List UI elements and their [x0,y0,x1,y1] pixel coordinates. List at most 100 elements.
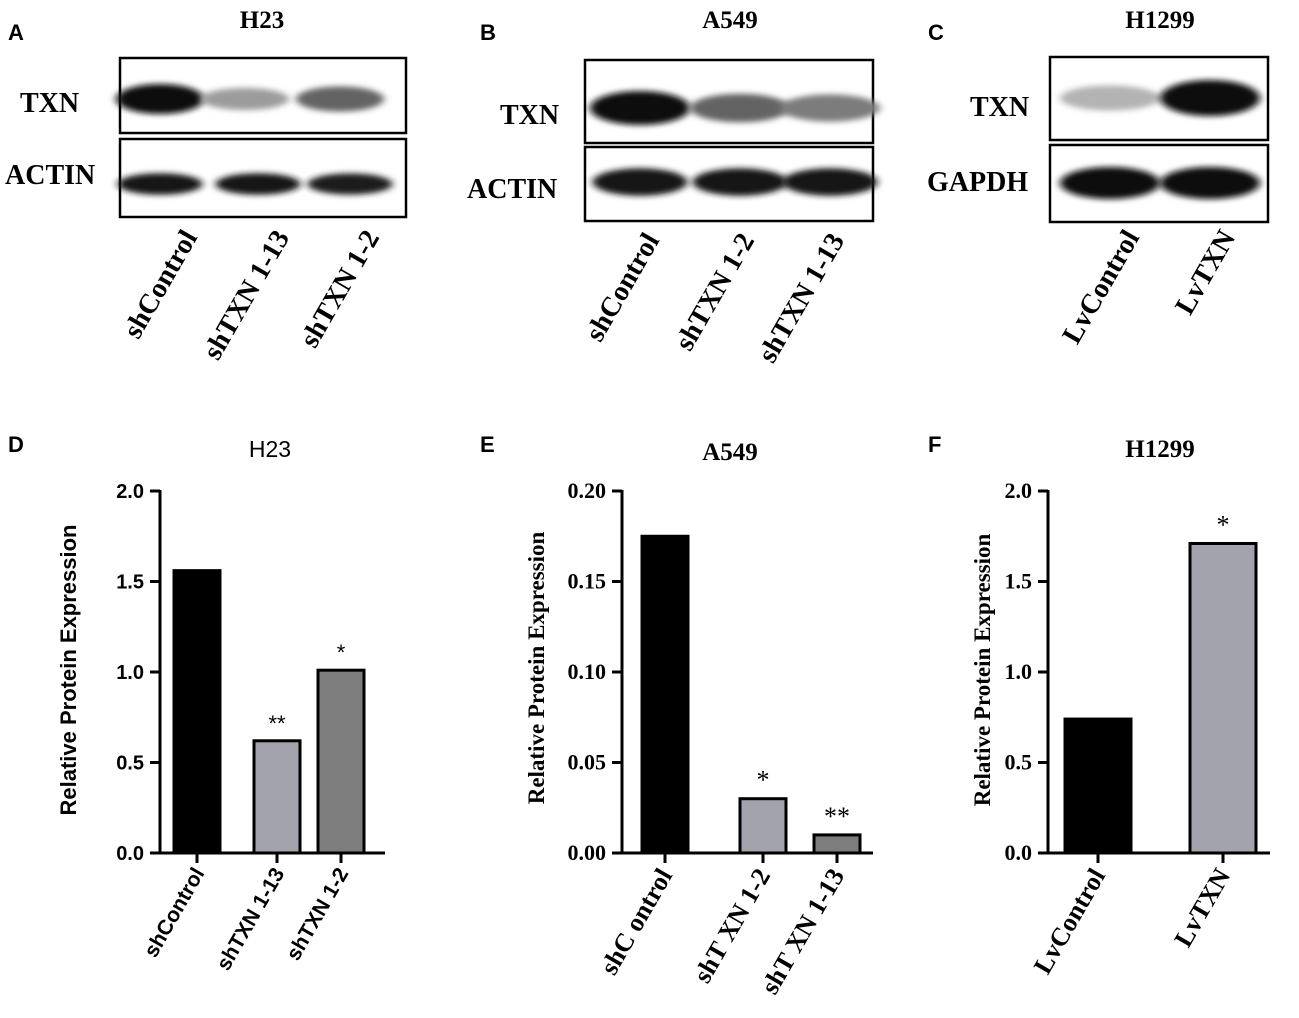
panel-letter-f: F [928,432,941,457]
blot-c-row-2: GAPDH [927,143,1270,224]
blot-title-a: H23 [240,7,284,34]
blot-a-row-1: TXN [20,56,408,135]
panel-letter-c: C [928,20,944,45]
panel-letter-e: E [480,432,495,457]
blot-a-row-2: ACTIN [5,137,408,219]
blot-c-row-1-bands [1060,80,1260,116]
category-label-e-1: shT XN 1-2 [688,864,776,988]
blot-b-lane-1: shControl [580,228,667,347]
y-tick-label-f-4: 2.0 [1005,478,1033,503]
panel-letter-a: A [8,20,24,45]
band-0-0-2 [296,86,384,112]
band-1-0-0 [590,91,690,125]
band-1-0-2 [780,94,880,122]
y-axis-label-f: Relative Protein Expression [970,534,995,807]
bar-chart-f: LvControl * LvTXN 0.0 0.5 1.0 1.5 2.0 [1005,478,1270,979]
panel-letter-b: B [480,20,496,45]
blot-b-row-1-bands [590,91,880,125]
panel-e: E A549 Relative Protein Expression shC o… [480,432,873,999]
blot-a-lane-2: shTXN 1-13 [197,225,296,365]
panel-a: A H23 TXN ACTIN shControl shTXN 1-13 shT… [5,7,408,365]
y-axis-label-d: Relative Protein Expression [56,525,81,816]
blot-b-row-2-bands [592,168,878,196]
blot-a-row-2-bands [117,173,393,195]
category-label-f-1: LvTXN [1168,863,1236,952]
y-axis-label-e: Relative Protein Expression [524,532,549,805]
bar-chart-e: shC ontrol*shT XN 1-2**shT XN 1-130.000.… [568,478,873,999]
band-1-0-1 [690,93,790,123]
bar-f-0 [1063,717,1133,855]
blot-a-row-1-label: TXN [20,88,79,119]
bar-f-1 [1188,541,1258,855]
significance-e-1: * [757,766,770,795]
blot-c-row-2-bands [1060,167,1260,199]
blot-b-lane-2: shTXN 1-2 [669,228,761,356]
panel-b: B A549 TXN ACTIN shControl shTXN 1-2 shT… [467,7,880,368]
bar-d-1 [252,739,302,855]
band-2-0-0 [1060,85,1160,111]
band-2-0-1 [1160,80,1260,116]
y-tick-label-e-4: 0.20 [568,478,607,503]
y-tick-label-f-2: 1.0 [1005,659,1033,684]
significance-d-1: ** [268,711,286,736]
panel-f: F H1299 Relative Protein Expression LvCo… [928,432,1270,979]
category-label-e-0: shC ontrol [594,864,678,980]
band-0-1-2 [307,173,393,195]
y-tick-label-d-2: 1.0 [116,662,144,684]
band-2-1-1 [1160,167,1260,199]
y-tick-label-f-3: 1.5 [1005,569,1033,594]
category-label-f-0: LvControl [1028,864,1111,979]
y-tick-label-d-1: 0.5 [116,753,144,775]
panel-letter-d: D [8,432,24,457]
band-0-0-0 [116,84,204,114]
bar-e-0 [640,534,690,855]
blot-a-row-1-bands [116,84,384,114]
blot-title-b: A549 [702,7,758,34]
y-tick-label-d-3: 1.5 [116,572,144,594]
significance-f-1: * [1217,510,1230,539]
blot-a-lane-3: shTXN 1-2 [294,225,386,353]
blot-a-row-2-label: ACTIN [5,160,95,191]
bar-chart-d: shControl ** shTXN 1-13 * shTXN 1-2 0.0 0.5 1.0… [116,481,385,975]
chart-title-e: A549 [702,439,758,466]
chart-title-f: H1299 [1125,436,1194,463]
band-0-1-1 [215,173,301,195]
blot-b-row-1-label: TXN [500,100,559,131]
band-1-1-1 [692,168,788,196]
blot-b-row-1: TXN [500,58,880,145]
significance-e-2: ** [824,802,850,831]
chart-title-d: H23 [249,436,291,462]
y-tick-label-e-0: 0.00 [568,840,607,865]
blot-a-lane-1: shControl [118,225,205,344]
blot-c-row-1-label: TXN [970,92,1029,123]
y-tick-label-d-0: 0.0 [116,843,144,865]
blot-c-row-2-label: GAPDH [927,167,1028,198]
band-0-0-1 [201,87,289,111]
category-label-d-1: shTXN 1-13 [212,864,289,975]
y-tick-label-f-0: 0.0 [1005,840,1033,865]
band-0-1-0 [117,173,203,195]
y-tick-label-e-2: 0.10 [568,659,607,684]
blot-b-row-2: ACTIN [467,145,878,223]
category-label-d-0: shControl [140,864,209,961]
blot-b-row-2-label: ACTIN [467,174,557,205]
bar-d-0 [172,569,222,855]
y-tick-label-f-1: 0.5 [1005,750,1033,775]
bar-e-1 [738,797,788,855]
blot-title-c: H1299 [1125,7,1194,34]
band-1-1-0 [592,168,688,196]
blot-c-lane-2: LvTXN [1169,225,1242,320]
band-2-1-0 [1060,167,1160,199]
significance-d-2: * [337,640,346,665]
panel-d: D H23 Relative Protein Expression shCont… [8,432,385,975]
y-tick-label-e-3: 0.15 [568,569,607,594]
blot-c-lane-1: LvControl [1056,225,1146,349]
bar-d-2 [316,668,366,855]
bar-e-2 [812,833,862,855]
y-tick-label-e-1: 0.05 [568,750,607,775]
band-1-1-2 [782,168,878,196]
panel-c: C H1299 TXN GAPDH LvControl LvTXN [927,7,1270,349]
blot-b-lane-3: shTXN 1-13 [752,228,851,368]
y-tick-label-d-4: 2.0 [116,481,144,503]
